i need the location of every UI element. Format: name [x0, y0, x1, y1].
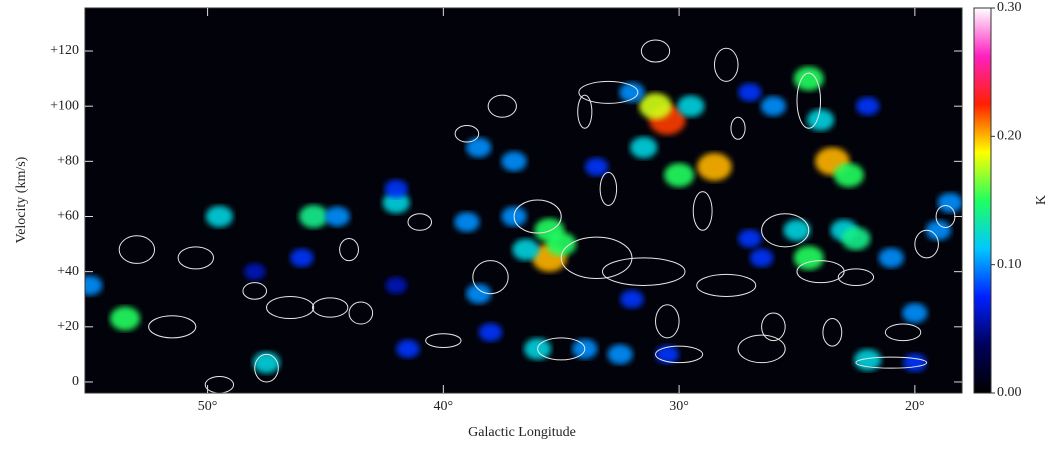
plot-area — [85, 8, 962, 393]
emission-clump — [253, 352, 280, 374]
emission-clump — [938, 193, 963, 213]
emission-clump — [396, 340, 419, 358]
emission-clump — [738, 83, 761, 101]
y-tick-label: +80 — [57, 154, 79, 169]
emission-clump — [834, 163, 864, 187]
emission-clump — [325, 206, 350, 226]
emission-clump — [697, 153, 732, 181]
emission-clump — [903, 353, 926, 371]
emission-clump — [466, 138, 491, 158]
colorbar-tick-label: 0.20 — [997, 129, 1022, 144]
emission-clump — [77, 275, 102, 295]
emission-clump — [677, 95, 704, 117]
colorbar-tick-label: 0.10 — [997, 257, 1022, 272]
x-tick-label: 50° — [198, 399, 218, 414]
emission-clump — [385, 277, 407, 294]
emission-clump — [454, 212, 479, 232]
emission-clump — [750, 249, 773, 267]
emission-clump — [639, 93, 672, 119]
emission-clump — [512, 239, 539, 261]
emission-clump — [110, 307, 140, 331]
emission-clump — [856, 97, 879, 115]
emission-clump — [620, 290, 643, 308]
emission-clump — [794, 246, 824, 270]
colorbar — [974, 8, 991, 393]
emission-clump — [630, 137, 657, 159]
x-axis-label: Galactic Longitude — [468, 425, 576, 440]
emission-clump — [479, 323, 502, 341]
y-tick-label: +20 — [57, 319, 79, 334]
emission-clump — [206, 206, 233, 228]
emission-clump — [299, 205, 328, 228]
x-tick-label: 20° — [905, 399, 925, 414]
y-tick-label: 0 — [72, 374, 79, 389]
emission-clump — [902, 303, 927, 323]
y-tick-label: +120 — [50, 43, 79, 58]
y-axis-label: Velocity (km/s) — [14, 156, 29, 243]
emission-clump — [384, 180, 407, 198]
figure: Galactic Longitude Velocity (km/s) K 50°… — [0, 0, 1054, 449]
colorbar-tick-label: 0.30 — [997, 0, 1022, 15]
emission-clump — [244, 263, 266, 280]
emission-clump — [841, 227, 870, 250]
x-tick-label: 40° — [434, 399, 454, 414]
emission-clump — [738, 229, 761, 247]
emission-clump — [501, 151, 526, 171]
emission-clump — [546, 232, 576, 256]
emission-clump — [656, 345, 679, 363]
emission-clump — [290, 249, 313, 267]
y-tick-label: +40 — [57, 264, 79, 279]
colorbar-label: K — [1034, 195, 1049, 205]
emission-clump — [879, 248, 904, 268]
emission-clump — [664, 163, 694, 187]
x-tick-label: 30° — [669, 399, 689, 414]
emission-clump — [761, 96, 786, 116]
y-tick-label: +60 — [57, 209, 79, 224]
y-tick-label: +100 — [50, 98, 79, 113]
colorbar-tick-label: 0.00 — [997, 385, 1022, 400]
emission-clump — [607, 344, 632, 364]
